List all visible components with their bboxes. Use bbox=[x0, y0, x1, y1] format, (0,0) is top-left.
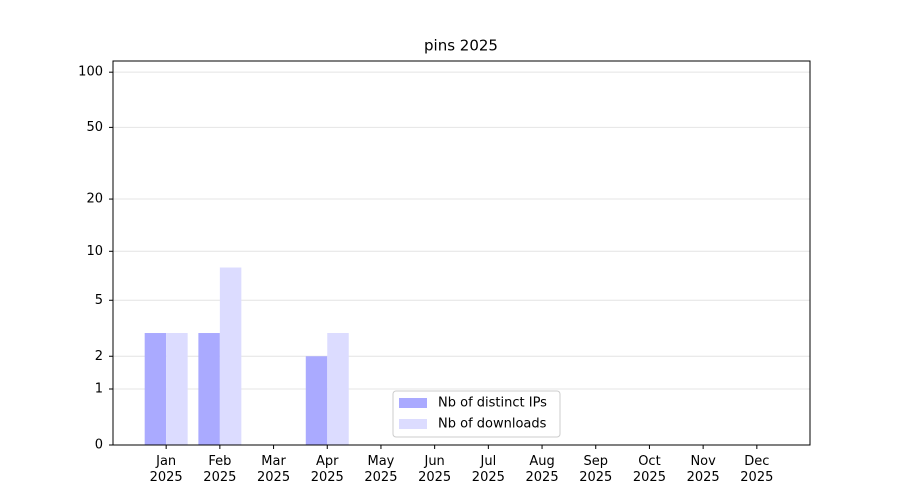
x-tick-label: Sep 2025 bbox=[579, 454, 613, 485]
x-tick-label: Apr 2025 bbox=[310, 454, 344, 485]
y-tick-label: 5 bbox=[95, 293, 103, 308]
bar bbox=[144, 333, 167, 445]
x-tick-label: May 2025 bbox=[364, 454, 398, 485]
bar bbox=[166, 333, 188, 445]
y-tick-label: 50 bbox=[86, 120, 103, 135]
legend-swatch bbox=[399, 419, 427, 429]
legend: Nb of distinct IPs Nb of downloads bbox=[392, 390, 561, 438]
plot-frame bbox=[112, 60, 811, 446]
bar bbox=[198, 333, 220, 445]
legend-label: Nb of distinct IPs bbox=[438, 396, 547, 411]
y-tick-label: 20 bbox=[86, 192, 103, 207]
y-tick-label: 10 bbox=[86, 244, 103, 259]
x-tick-label: Mar 2025 bbox=[257, 454, 291, 485]
x-tick-label: Jan 2025 bbox=[149, 454, 183, 485]
bar bbox=[219, 267, 242, 445]
x-tick-label: Jun 2025 bbox=[418, 454, 452, 485]
bar bbox=[305, 356, 328, 445]
x-tick-label: Feb 2025 bbox=[203, 454, 237, 485]
chart-title: pins 2025 bbox=[424, 37, 498, 55]
y-tick-label: 100 bbox=[78, 65, 103, 80]
x-tick-label: Dec 2025 bbox=[740, 454, 774, 485]
bar bbox=[327, 333, 349, 445]
legend-swatch bbox=[399, 398, 427, 408]
x-tick-label: Oct 2025 bbox=[632, 454, 666, 485]
x-tick-label: Jul 2025 bbox=[471, 454, 505, 485]
x-tick-label: Nov 2025 bbox=[686, 454, 720, 485]
y-tick-label: 1 bbox=[95, 382, 103, 397]
legend-box bbox=[392, 390, 561, 438]
y-tick-label: 0 bbox=[95, 438, 103, 453]
x-tick-label: Aug 2025 bbox=[525, 454, 559, 485]
y-tick-label: 2 bbox=[95, 349, 103, 364]
legend-label: Nb of downloads bbox=[438, 417, 547, 432]
